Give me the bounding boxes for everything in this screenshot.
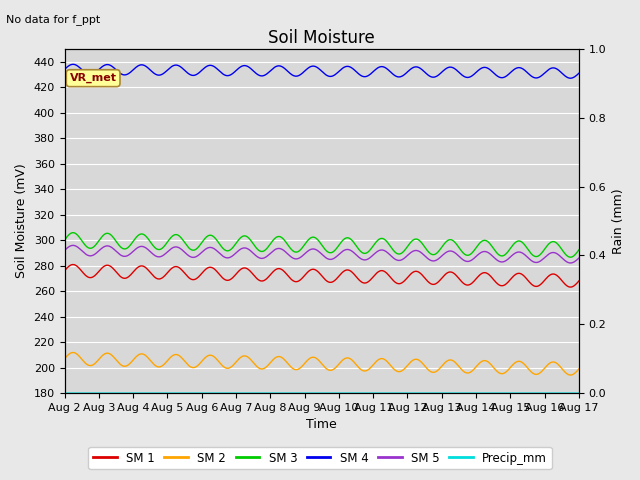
Legend: SM 1, SM 2, SM 3, SM 4, SM 5, Precip_mm: SM 1, SM 2, SM 3, SM 4, SM 5, Precip_mm (88, 447, 552, 469)
Text: No data for f_ppt: No data for f_ppt (6, 14, 100, 25)
Y-axis label: Rain (mm): Rain (mm) (612, 188, 625, 254)
Y-axis label: Soil Moisture (mV): Soil Moisture (mV) (15, 164, 28, 278)
Text: VR_met: VR_met (70, 73, 116, 84)
Title: Soil Moisture: Soil Moisture (268, 29, 375, 48)
X-axis label: Time: Time (307, 419, 337, 432)
